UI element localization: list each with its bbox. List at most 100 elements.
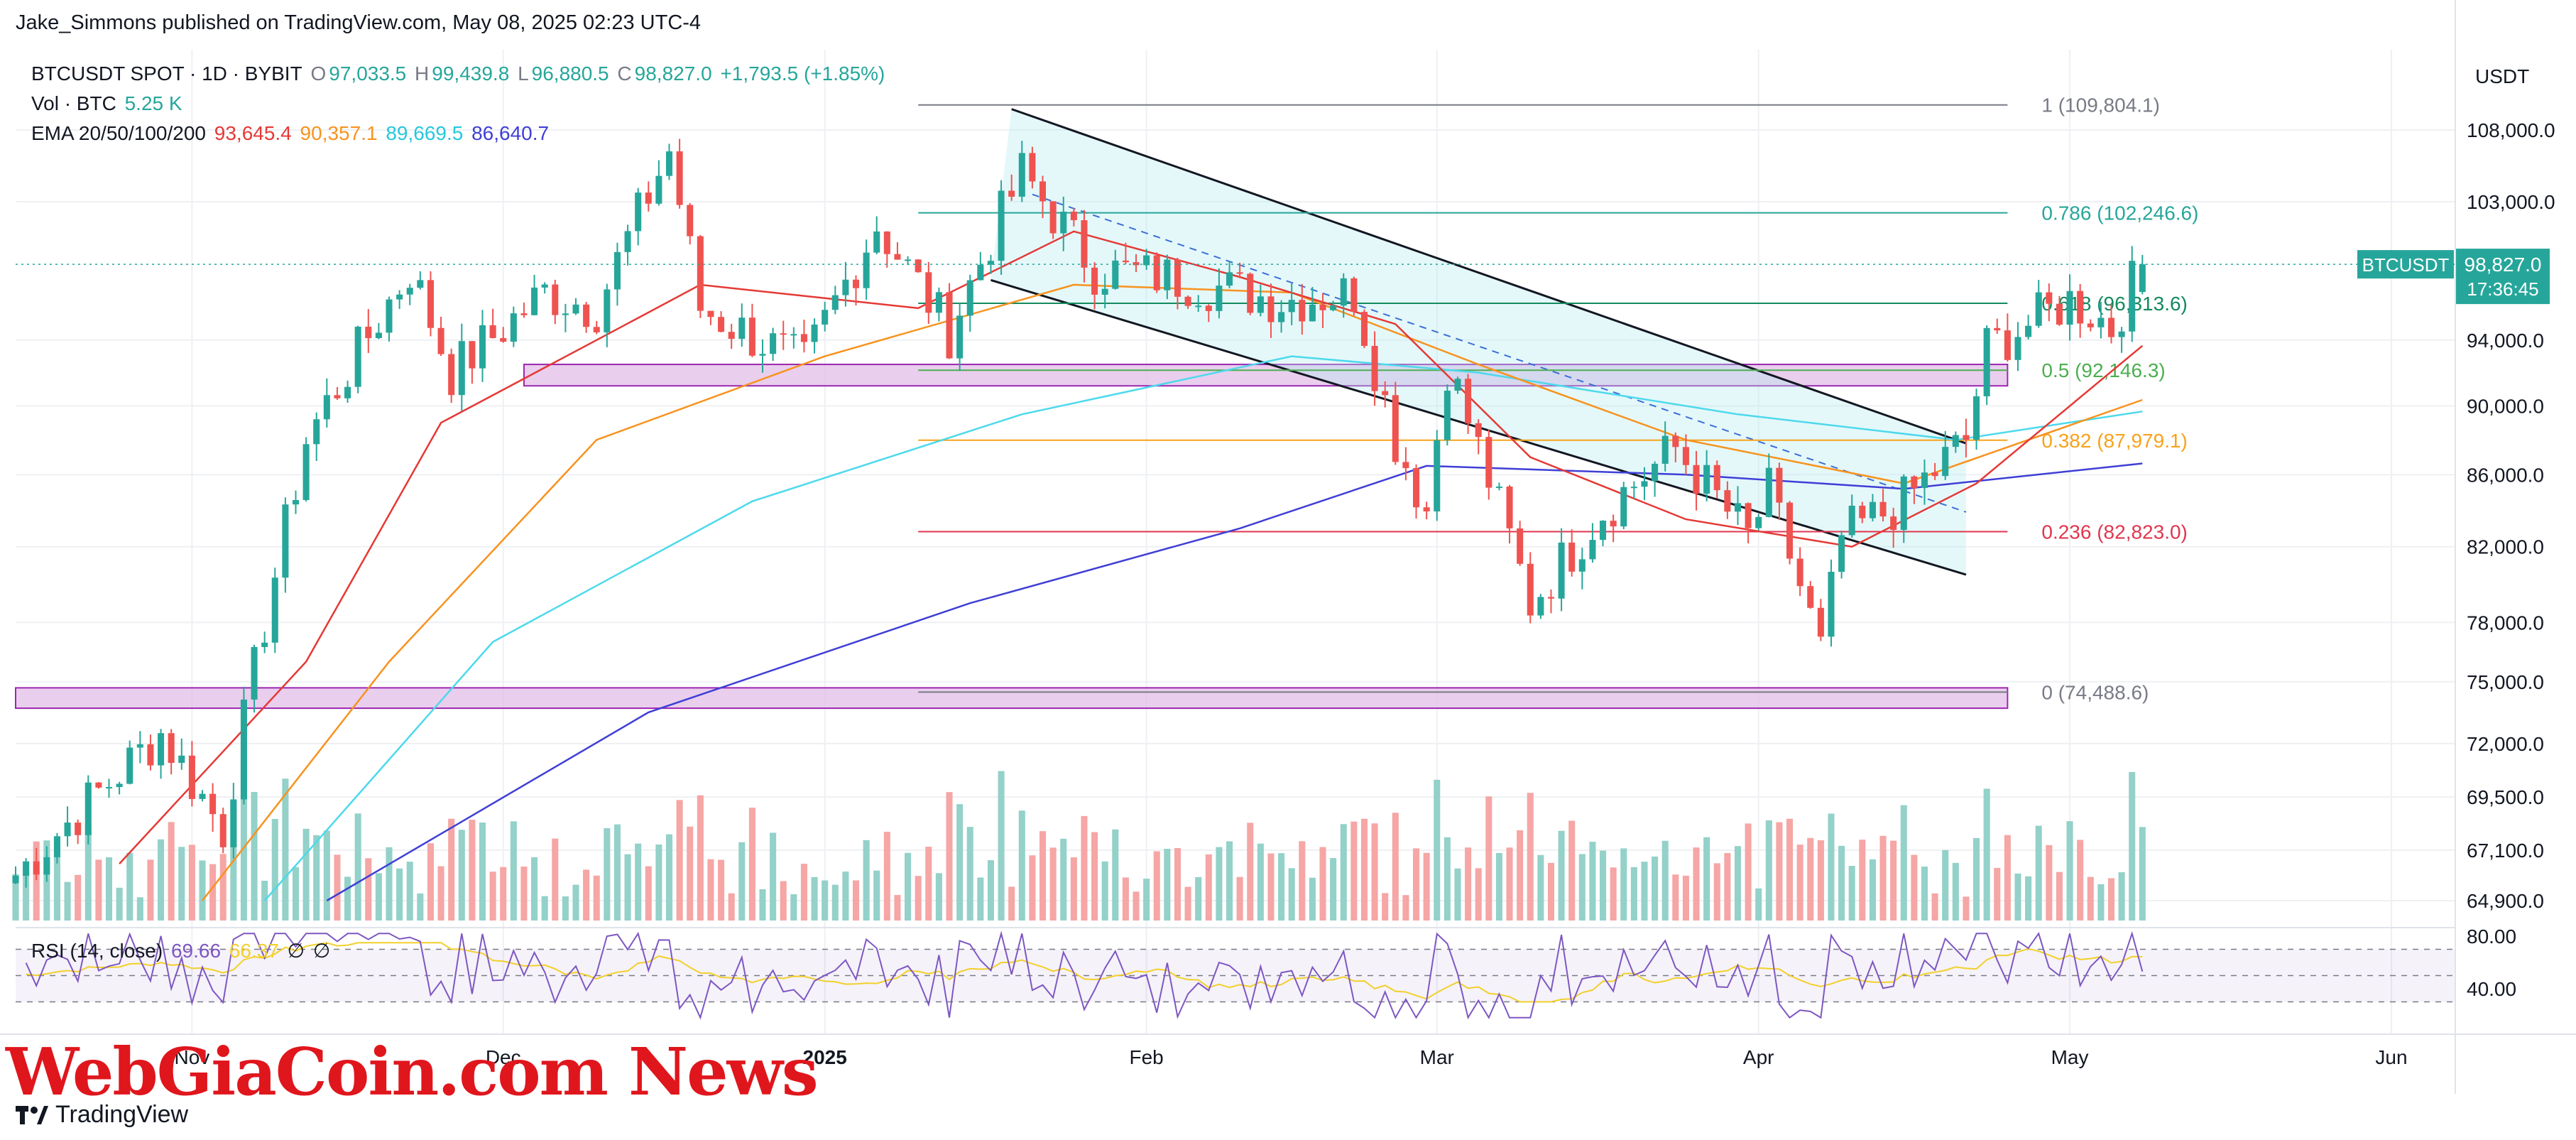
candle-body[interactable]: [2035, 292, 2042, 326]
candle-body[interactable]: [1216, 286, 1223, 311]
candle-body[interactable]: [1495, 486, 1502, 488]
candle-body[interactable]: [1319, 304, 1326, 310]
last-price-tag[interactable]: [2456, 249, 2550, 305]
volume-legend[interactable]: Vol · BTC 5.25 K: [31, 92, 185, 115]
candle-body[interactable]: [375, 332, 382, 339]
candle-body[interactable]: [1205, 305, 1212, 311]
candle-body[interactable]: [1796, 558, 1803, 587]
candle-body[interactable]: [1589, 540, 1596, 560]
candle-body[interactable]: [199, 793, 206, 799]
candle-body[interactable]: [1931, 472, 1938, 477]
candle-body[interactable]: [852, 279, 860, 288]
candle-body[interactable]: [1049, 201, 1057, 234]
candle-body[interactable]: [1828, 572, 1835, 637]
candle-body[interactable]: [1817, 607, 1824, 637]
candle-body[interactable]: [1994, 327, 2001, 331]
candle-body[interactable]: [2139, 264, 2146, 293]
candle-body[interactable]: [883, 231, 890, 254]
candle-body[interactable]: [1402, 462, 1409, 469]
candle-body[interactable]: [541, 284, 548, 288]
rsi-panel[interactable]: [16, 927, 2455, 1020]
candle-body[interactable]: [2014, 337, 2021, 360]
candle-body[interactable]: [1299, 300, 1306, 322]
candle-body[interactable]: [780, 333, 787, 335]
candle-body[interactable]: [2087, 323, 2094, 327]
candle-body[interactable]: [562, 313, 569, 315]
candle-body[interactable]: [966, 280, 973, 316]
candle-body[interactable]: [1340, 278, 1347, 306]
candle-body[interactable]: [406, 288, 413, 295]
candle-body[interactable]: [811, 324, 818, 342]
candle-body[interactable]: [1029, 153, 1036, 182]
rsi-legend[interactable]: RSI (14, close) 69.66 66.37 ∅ ∅: [31, 939, 333, 962]
candle-body[interactable]: [1184, 296, 1191, 306]
candle-body[interactable]: [209, 793, 217, 815]
candle-body[interactable]: [1807, 586, 1814, 608]
candle-body[interactable]: [1008, 190, 1015, 197]
candle-body[interactable]: [552, 284, 559, 315]
candle-body[interactable]: [624, 231, 631, 252]
candle-body[interactable]: [1661, 435, 1669, 464]
candle-body[interactable]: [998, 190, 1005, 261]
candle-body[interactable]: [1382, 391, 1389, 396]
candle-body[interactable]: [676, 151, 683, 205]
candle-body[interactable]: [956, 315, 964, 359]
candle-body[interactable]: [261, 642, 268, 647]
candle-body[interactable]: [1039, 181, 1047, 202]
symbol-legend[interactable]: BTCUSDT SPOT · 1D · BYBIT O 97,033.5 H 99,…: [31, 63, 888, 85]
candle-body[interactable]: [800, 334, 807, 342]
candle-body[interactable]: [396, 294, 403, 300]
candle-body[interactable]: [1952, 435, 1959, 447]
candle-body[interactable]: [1630, 487, 1637, 489]
last-symbol-tag[interactable]: [2357, 250, 2454, 279]
candle-body[interactable]: [188, 755, 195, 799]
candle-body[interactable]: [687, 205, 694, 237]
candle-body[interactable]: [1713, 465, 1720, 491]
symbol-title[interactable]: BTCUSDT SPOT · 1D · BYBIT: [31, 63, 302, 85]
candle-body[interactable]: [1423, 507, 1430, 512]
candle-body[interactable]: [1360, 312, 1368, 347]
candle-body[interactable]: [873, 231, 880, 253]
candle-body[interactable]: [1112, 260, 1119, 289]
candle-body[interactable]: [158, 733, 165, 766]
candle-body[interactable]: [842, 279, 849, 295]
candle-body[interactable]: [1330, 305, 1337, 310]
candle-body[interactable]: [437, 327, 444, 354]
candle-body[interactable]: [323, 395, 330, 420]
candle-body[interactable]: [105, 787, 113, 789]
candle-body[interactable]: [2118, 331, 2125, 337]
candle-body[interactable]: [2025, 325, 2032, 337]
candle-body[interactable]: [417, 280, 424, 288]
candle-body[interactable]: [147, 744, 154, 766]
candle-body[interactable]: [925, 272, 932, 313]
candle-body[interactable]: [1942, 447, 1949, 477]
candle-body[interactable]: [1879, 501, 1887, 517]
candle-body[interactable]: [1392, 395, 1399, 462]
candle-body[interactable]: [12, 875, 19, 884]
candle-body[interactable]: [386, 299, 393, 333]
candle-body[interactable]: [1475, 423, 1482, 438]
candle-body[interactable]: [240, 699, 247, 800]
ema-legend[interactable]: EMA 20/50/100/200 93,645.4 90,357.1 89,6…: [31, 122, 552, 145]
candle-body[interactable]: [1081, 220, 1088, 268]
fibonacci-retracement[interactable]: 1 (109,804.1) 0.786 (102,246.6) 0.618 (96,…: [918, 94, 2198, 704]
candle-body[interactable]: [1465, 379, 1472, 423]
candle-body[interactable]: [136, 744, 143, 748]
candle-body[interactable]: [645, 192, 652, 204]
candlesticks[interactable]: [12, 139, 2146, 888]
candle-body[interactable]: [1724, 490, 1731, 512]
candle-body[interactable]: [1278, 312, 1285, 322]
candle-body[interactable]: [1703, 465, 1710, 494]
candle-body[interactable]: [230, 799, 237, 847]
candle-body[interactable]: [2066, 291, 2073, 325]
candle-body[interactable]: [2107, 317, 2115, 337]
candle-body[interactable]: [1890, 516, 1897, 531]
candle-body[interactable]: [655, 175, 662, 204]
candle-body[interactable]: [23, 861, 30, 876]
candle-body[interactable]: [53, 836, 60, 857]
candle-body[interactable]: [302, 444, 310, 501]
candle-body[interactable]: [334, 395, 341, 398]
candle-body[interactable]: [1153, 255, 1160, 291]
candle-body[interactable]: [1755, 516, 1762, 528]
